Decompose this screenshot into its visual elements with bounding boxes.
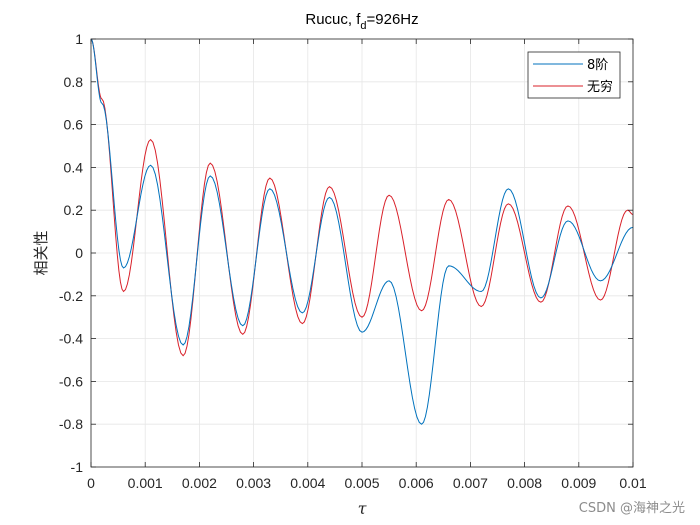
- x-tick-label: 0.006: [399, 475, 434, 491]
- tick-marks: [90, 38, 634, 468]
- y-tick-label: 0.6: [64, 117, 84, 133]
- y-tick-label: 0.4: [64, 159, 84, 175]
- y-tick-label: -1: [71, 459, 84, 475]
- x-axis-label: τ: [358, 499, 368, 518]
- watermark: CSDN @海神之光: [579, 501, 685, 516]
- y-tick-label: 0.8: [64, 74, 84, 90]
- legend: 8阶 无穷: [527, 51, 621, 99]
- series-line-1: [90, 38, 634, 357]
- x-tick-label: 0.008: [507, 475, 542, 491]
- title-rest: =926Hz: [367, 11, 419, 28]
- series-line-0: [90, 38, 634, 425]
- legend-label-infinite: 无穷: [587, 79, 613, 95]
- y-tick-label: -0.2: [59, 288, 83, 304]
- y-tick-label: 1: [75, 31, 83, 47]
- title-subscript: d: [360, 20, 366, 32]
- y-tick-label: 0.2: [64, 202, 84, 218]
- x-tick-label: 0.007: [453, 475, 488, 491]
- series-layer: [90, 38, 634, 425]
- x-tick-label: 0: [87, 475, 95, 491]
- y-axis-label: 相关性: [32, 230, 50, 275]
- x-tick-label: 0.001: [128, 475, 163, 491]
- chart-title: Rucuc, fd=926Hz: [305, 11, 418, 32]
- x-tick-label: 0.003: [236, 475, 271, 491]
- x-tick-label: 0.01: [619, 475, 646, 491]
- y-tick-label: -0.4: [59, 331, 83, 347]
- legend-label-8: 8阶: [587, 58, 608, 73]
- x-tick-label: 0.009: [561, 475, 596, 491]
- y-tick-label: -0.6: [59, 373, 83, 389]
- x-tick-label: 0.002: [182, 475, 217, 491]
- title-main: Rucuc, f: [305, 11, 361, 28]
- x-tick-label: 0.004: [290, 475, 325, 491]
- y-tick-label: -0.8: [59, 416, 83, 432]
- x-tick-label: 0.005: [344, 475, 379, 491]
- legend-box: [527, 51, 621, 99]
- y-tick-label: 0: [75, 245, 83, 261]
